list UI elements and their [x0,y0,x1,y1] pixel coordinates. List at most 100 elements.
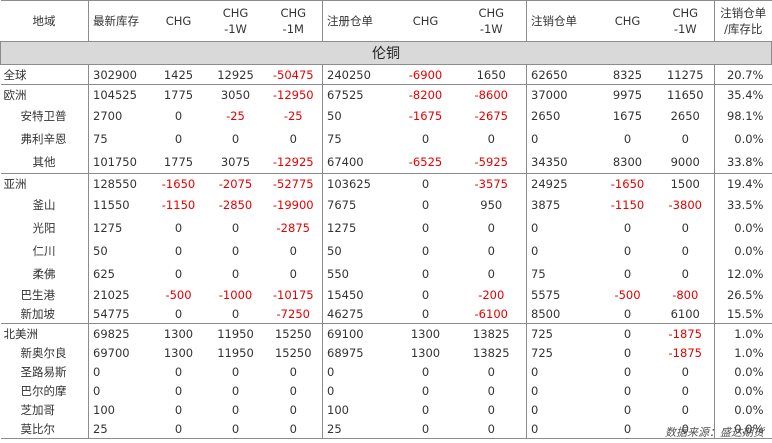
table-cell: 0 [421,220,430,235]
table-cell: 67525 [322,84,395,104]
table-cell: -1875 [656,343,715,362]
table-row: 巴尔的摩 0 0 0 0 0 0 0 0 0 0 0.0% [1,381,772,400]
header-row: 地域 最新库存 CHG CHG -1W CHG -1M 注册仓单 CHG CHG -1W 注销仓… [0,0,772,42]
table-cell: 0 [231,306,240,321]
table-cell: 0 [656,381,715,400]
table-cell: 25 [88,419,151,439]
table-cell: 950 [456,193,527,216]
table-cell: 8500 [531,306,561,321]
column-header: 注销仓单 [526,0,599,42]
table-cell: 3050 [206,84,265,104]
table-cell: 0.0% [734,131,764,146]
column-header: 注册仓单 [322,0,395,42]
table-cell: 13825 [456,323,527,343]
table-cell: 11650 [656,84,715,104]
table-cell: -5925 [456,150,527,174]
table-title: 伦铜 [0,41,772,65]
table-cell: -800 [656,285,715,304]
table-cell: 0 [456,239,527,262]
table-cell: 0 [327,364,335,379]
table-cell: 34350 [531,154,568,169]
table-cell: 0 [206,419,265,439]
table-cell: -1875 [656,323,715,343]
table-cell: 8325 [598,64,657,85]
table-cell: 302900 [88,64,151,85]
table-cell: 62650 [526,64,599,85]
table-cell: -1000 [218,287,253,302]
table-cell: 19.4% [714,173,772,193]
table-cell: 0 [264,262,323,285]
table-cell: 50 [327,243,342,258]
table-cell: 50 [88,239,151,262]
table-cell: 0 [264,400,323,419]
region-name: 北美洲 [0,323,89,343]
table-cell: 98.1% [726,108,764,123]
table-cell: 1300 [150,323,207,343]
table-cell: 0 [531,131,539,146]
table-row: 巴生港 21025 -500 -1000 -10175 15450 0 -200 5575 -50… [1,285,772,304]
table-cell: -25 [264,104,323,127]
table-row: 弗利辛恩 75 0 0 0 75 0 0 0 0 0 0.0% [1,127,772,150]
column-header: CHG [598,0,657,42]
table-cell: 50 [327,108,342,123]
table-cell: 1.0% [714,323,772,343]
column-header: CHG [150,0,207,42]
table-cell: 0.0% [734,364,764,379]
table-cell: -52775 [264,173,323,193]
table-cell: -2850 [218,197,253,212]
table-cell: 0 [174,220,183,235]
table-cell: 33.5% [726,197,764,212]
table-cell: 0 [150,419,207,439]
table-cell: 100 [88,400,151,419]
table-cell: 0 [456,400,527,419]
region-name: 弗利辛恩 [20,131,67,146]
table-cell: 0 [456,381,527,400]
table-cell: 0 [623,306,632,321]
table-cell: 9975 [598,84,657,104]
table-cell: -200 [456,285,527,304]
table-cell: 69700 [88,343,151,362]
table-cell: 20.7% [714,64,772,85]
table-cell: 0 [623,220,632,235]
table-cell: 0 [623,364,632,379]
table-cell: 0 [231,131,240,146]
table-cell: 0 [656,362,715,381]
table-cell: -25 [226,108,245,123]
table-cell: 1775 [163,154,194,169]
region-name: 巴尔的摩 [20,383,67,398]
column-header: 地域 [0,0,89,42]
region-name: 光阳 [32,220,56,235]
table-cell: 0 [656,216,715,239]
table-cell: 0 [456,262,527,285]
table-row: 新奥尔良 69700 1300 11950 15250 68975 1300 13825 725… [1,343,772,362]
table-cell: 0 [456,362,527,381]
table-cell: 0 [394,173,457,193]
table-cell: -3800 [656,193,715,216]
table-cell: 0 [174,402,183,417]
table-cell: 12925 [206,64,265,85]
table-row: 新加坡 54775 0 0 -7250 46275 0 -6100 8500 0 6100 15.5% [1,304,772,324]
table-cell: 0 [264,362,323,381]
table-cell: 1775 [150,84,207,104]
table-cell: -1150 [161,197,196,212]
table-cell: 550 [327,266,349,281]
table-cell: -1650 [598,173,657,193]
table-cell: 0 [174,266,183,281]
table-cell: 0 [421,383,430,398]
table-cell: 1275 [88,216,151,239]
table-cell: 0 [531,364,539,379]
table-cell: -1650 [150,173,207,193]
table-cell: 0 [231,220,240,235]
table-cell: 21025 [88,285,151,304]
table-cell: 3075 [220,154,251,169]
table-cell: 0.0% [734,243,764,258]
table-cell: 1675 [612,108,643,123]
table-cell: 13825 [456,343,527,362]
table-cell: -500 [165,287,192,302]
table-cell: 75 [88,127,151,150]
table-cell: 2650 [531,108,561,123]
table-cell: 1275 [327,220,357,235]
table-cell: 0 [421,131,430,146]
table-cell: 11275 [656,64,715,85]
